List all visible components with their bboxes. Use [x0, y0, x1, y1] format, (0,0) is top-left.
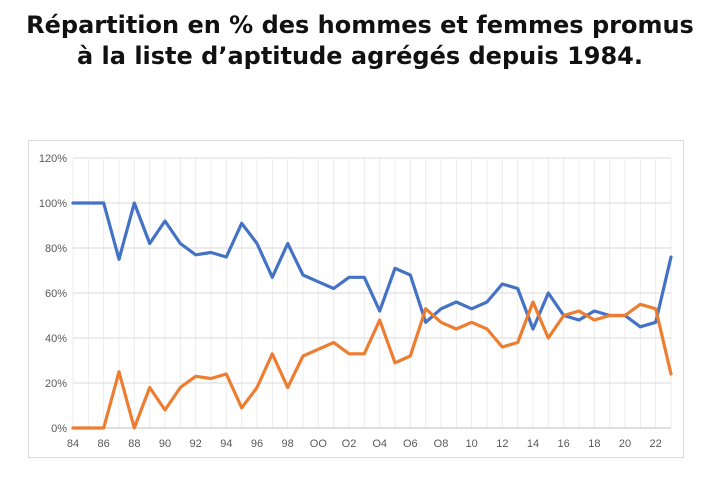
series-line-2: [71, 300, 673, 430]
x-tick-label: 90: [159, 438, 171, 450]
chart-title: Répartition en % des hommes et femmes pr…: [0, 10, 720, 72]
y-tick-label: 120%: [39, 153, 67, 165]
x-tick-label: 92: [190, 438, 202, 450]
line-chart: 0% 20% 40% 60% 80% 100% 120% 84 86 88 90 92 94 96 98 OO…: [39, 153, 673, 450]
x-tick-label: 86: [98, 438, 110, 450]
y-tick-label: 60%: [45, 288, 67, 300]
x-tick-label: 18: [588, 438, 600, 450]
x-tick-label: 84: [67, 438, 79, 450]
y-tick-label: 100%: [39, 198, 67, 210]
x-tick-label: O2: [342, 438, 357, 450]
x-tick-label: O8: [434, 438, 449, 450]
series-line-1: [71, 201, 673, 331]
y-tick-label: 20%: [45, 378, 67, 390]
chart-area: 0% 20% 40% 60% 80% 100% 120% 84 86 88 90 92 94 96 98 OO…: [28, 140, 684, 458]
x-tick-label: 98: [282, 438, 294, 450]
y-tick-label: 80%: [45, 243, 67, 255]
x-tick-label: OO: [310, 438, 328, 450]
chart-title-line-2: à la liste d’aptitude agrégés depuis 198…: [76, 42, 643, 70]
x-tick-label: 88: [128, 438, 140, 450]
y-tick-label: 40%: [45, 333, 67, 345]
x-tick-label: 94: [220, 438, 232, 450]
x-tick-label: O4: [372, 438, 387, 450]
x-tick-label: 96: [251, 438, 263, 450]
x-tick-label: 10: [466, 438, 478, 450]
chart-title-line-1: Répartition en % des hommes et femmes pr…: [26, 11, 694, 39]
x-tick-label: 16: [558, 438, 570, 450]
x-tick-label: 22: [650, 438, 662, 450]
x-tick-label: O6: [403, 438, 418, 450]
y-tick-label: 0%: [51, 423, 67, 435]
x-tick-label: 12: [496, 438, 508, 450]
x-tick-label: 14: [527, 438, 539, 450]
x-tick-label: 20: [619, 438, 631, 450]
